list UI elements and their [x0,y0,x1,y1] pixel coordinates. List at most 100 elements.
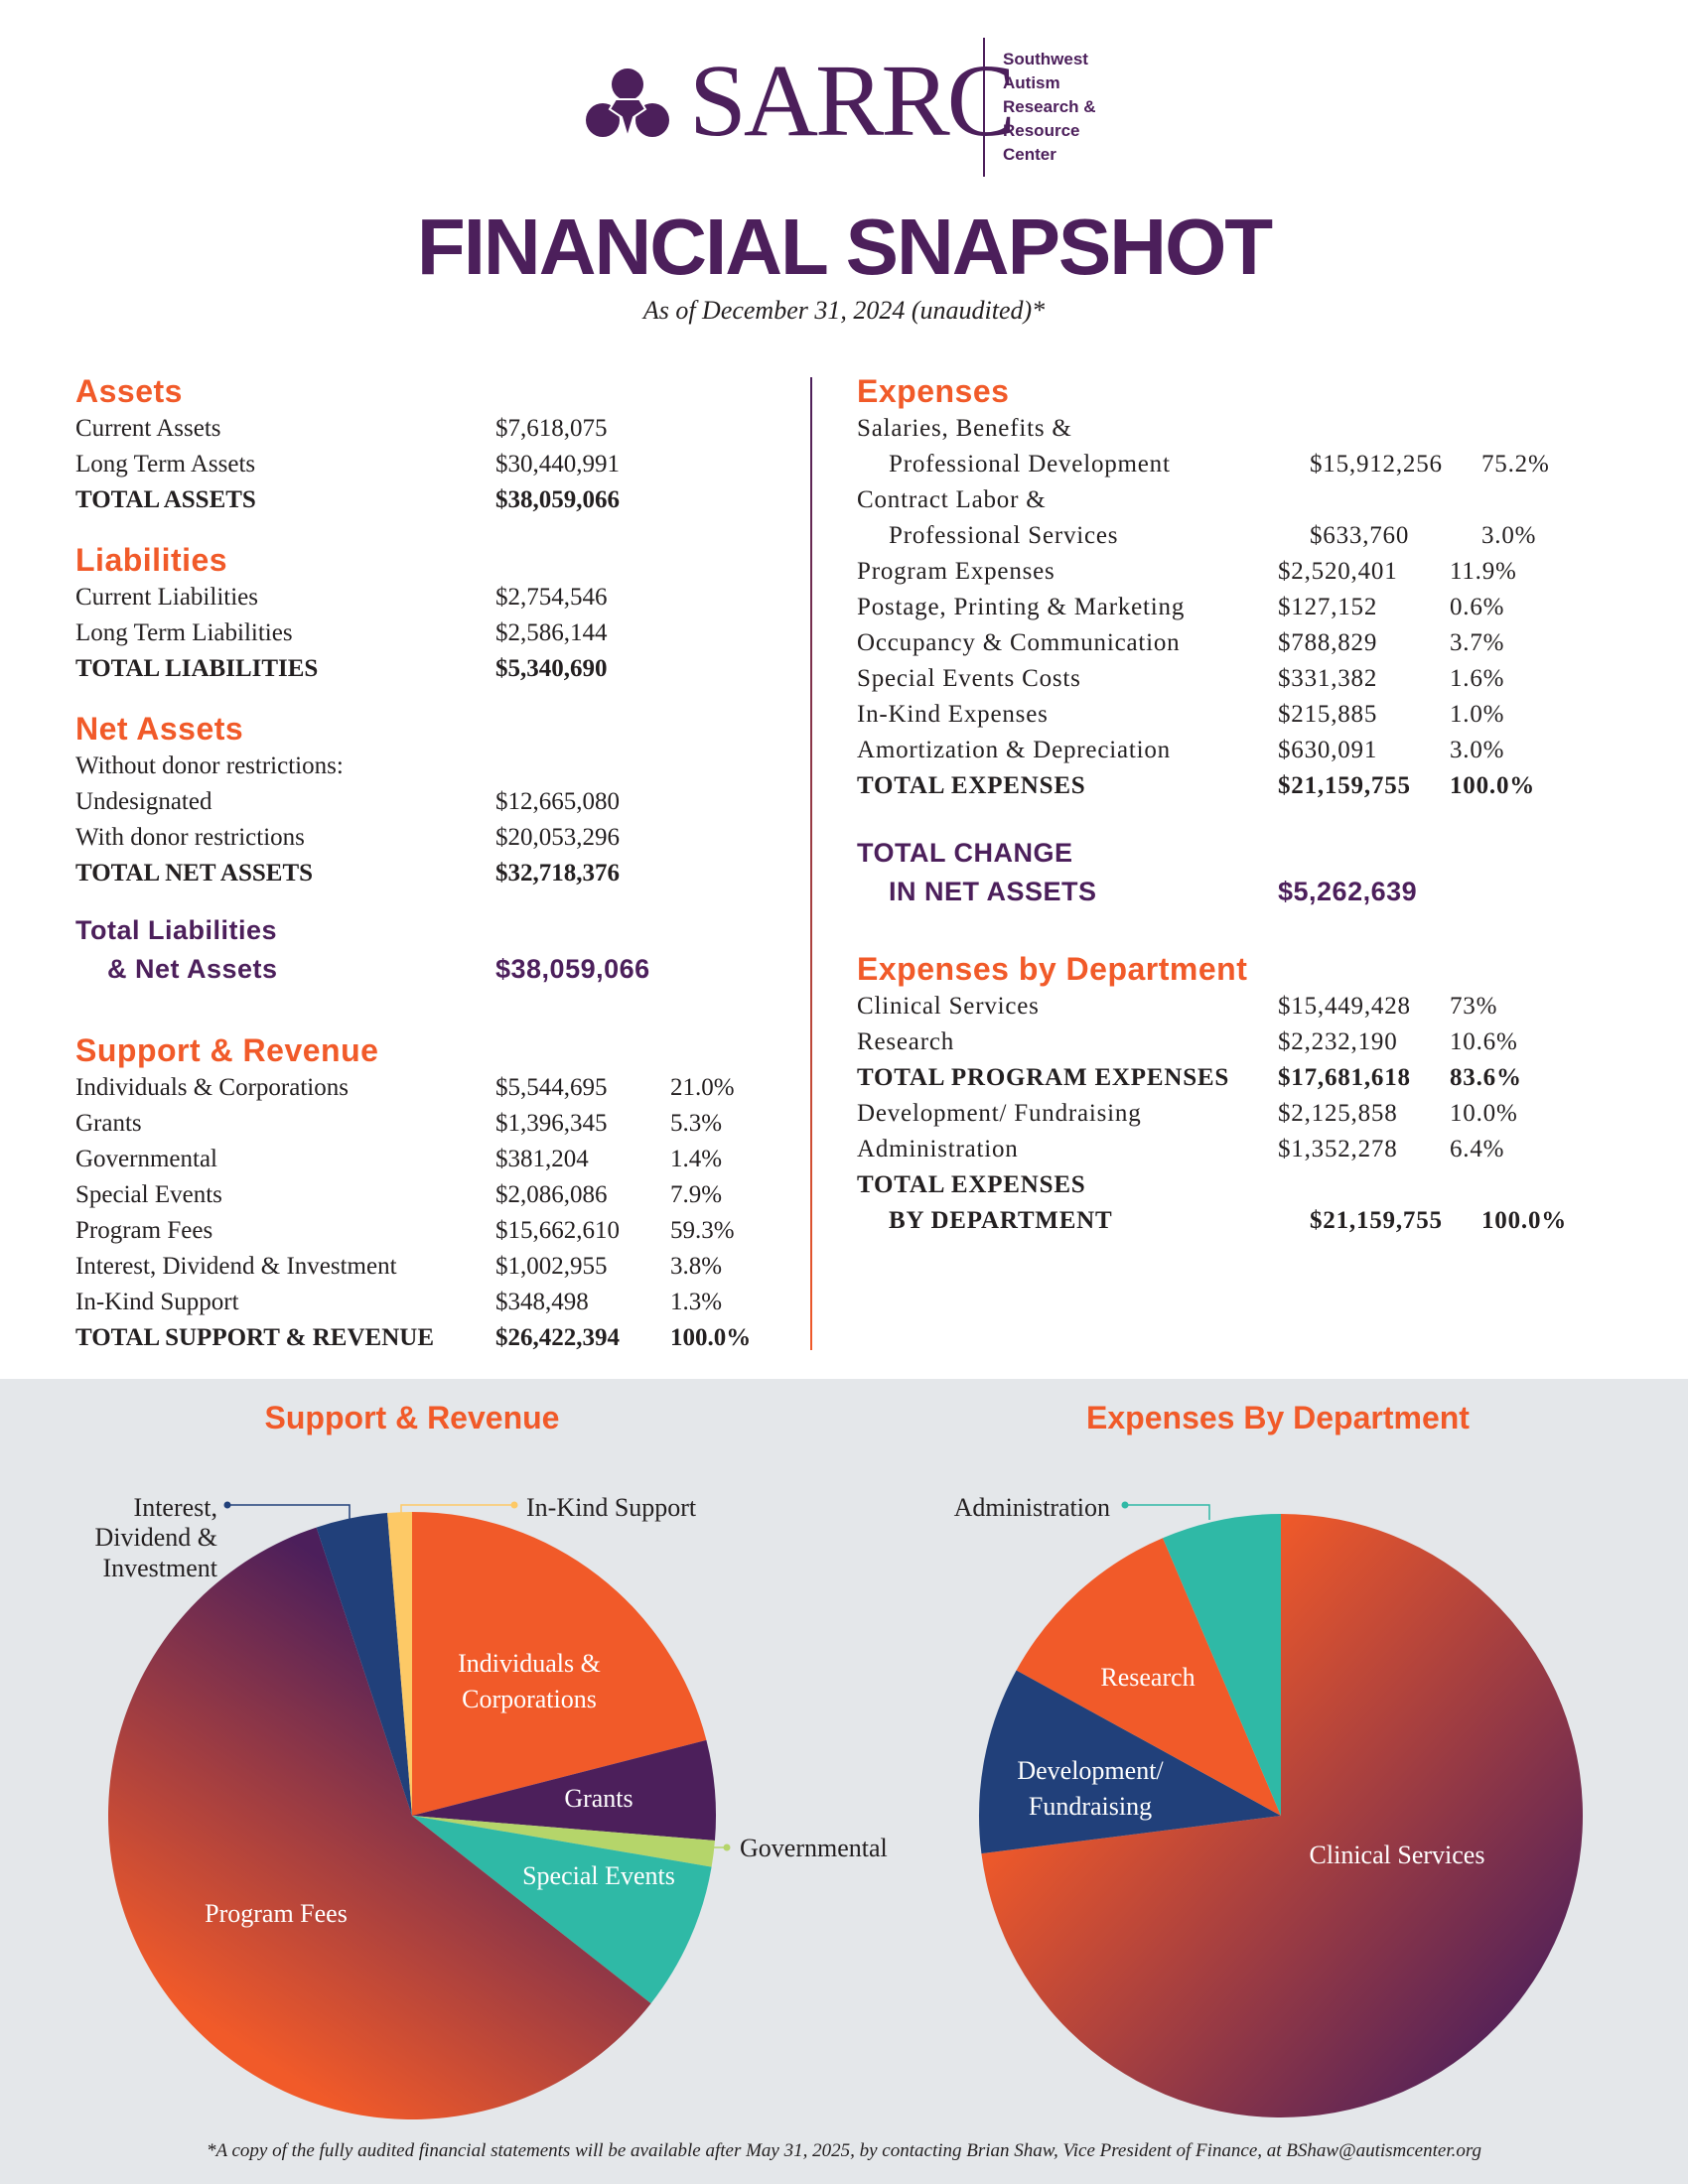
row-value: $7,618,075 [495,415,608,442]
row-label: In-Kind Expenses [857,701,1049,728]
column-divider [810,377,812,1350]
sarrc-logo-icon [586,68,669,141]
label-development-1: Development/ [1017,1756,1164,1785]
row-value: $38,059,066 [495,486,620,513]
label-administration: Administration [954,1493,1110,1522]
table-row: Without donor restrictions: [75,749,790,784]
row-percent: 100.0% [1450,772,1536,799]
table-row: Administration $1,352,278 6.4% [857,1132,1612,1167]
total-liabilities-value: $38,059,066 [495,954,650,984]
row-percent: 59.3% [670,1217,735,1244]
leader-dot-inkind [510,1501,518,1509]
table-row: TOTAL SUPPORT & REVENUE $26,422,394 100.0% [75,1320,790,1356]
row-label: Contract Labor & [857,486,1047,513]
row-label: Postage, Printing & Marketing [857,594,1186,620]
table-row: Current Assets $7,618,075 [75,411,790,447]
pie-slice-research [1016,1538,1281,1816]
row-label: Undesignated [75,788,212,815]
section-heading: Assets [75,373,183,409]
total-liabilities-row: & Net Assets $38,059,066 [75,950,790,989]
row-value: $633,760 [1310,522,1410,549]
row-label: Interest, Dividend & Investment [75,1253,397,1280]
pie-slice-special-events [412,1816,712,2004]
row-label: Administration [857,1136,1019,1162]
pie-slice-grants [412,1739,716,1841]
row-label: Current Assets [75,415,221,442]
row-label: Long Term Liabilities [75,619,293,646]
row-value: $2,520,401 [1278,558,1398,585]
pie-slice-individuals-corporations [412,1512,707,1816]
row-percent: 3.7% [1450,629,1505,656]
row-label: TOTAL NET ASSETS [75,860,314,887]
section-liabilities: Liabilities Current Liabilities $2,754,546… [75,540,790,687]
row-label: TOTAL LIABILITIES [75,655,319,682]
row-label: Governmental [75,1146,218,1172]
row-percent: 100.0% [670,1324,752,1351]
table-row: TOTAL LIABILITIES $5,340,690 [75,651,790,687]
section-assets: Assets Current Assets $7,618,075 Long Term … [75,371,790,518]
label-development-2: Fundraising [1029,1792,1152,1821]
row-percent: 0.6% [1450,594,1505,620]
row-label: Salaries, Benefits & [857,415,1072,442]
total-liabilities-label: Total Liabilities [75,915,278,945]
row-value: $2,232,190 [1278,1028,1398,1055]
row-value: $630,091 [1278,737,1378,763]
row-label: Occupancy & Communication [857,629,1181,656]
table-row: Development/ Fundraising $2,125,858 10.0% [857,1096,1612,1132]
table-row: TOTAL EXPENSES [857,1167,1612,1203]
row-percent: 3.0% [1481,522,1537,549]
row-value: $2,125,858 [1278,1100,1398,1127]
total-change-row: IN NET ASSETS $5,262,639 [857,873,1612,911]
leader-admin [1125,1504,1210,1520]
row-label: With donor restrictions [75,824,305,851]
row-value: $788,829 [1278,629,1378,656]
table-row: Interest, Dividend & Investment $1,002,95… [75,1249,790,1285]
row-value: $2,086,086 [495,1181,608,1208]
logo-wordmark: SARRC [689,44,1016,158]
logo-subtext-line: Center [1003,145,1056,164]
row-label: Development/ Fundraising [857,1100,1142,1127]
row-percent: 6.4% [1450,1136,1505,1162]
row-percent: 7.9% [670,1181,723,1208]
chart-title-expenses-department: Expenses By Department [1086,1400,1470,1435]
label-individuals-2: Corporations [462,1685,597,1713]
section-net-assets: Net Assets Without donor restrictions: Und… [75,709,790,891]
row-percent: 1.6% [1450,665,1505,692]
row-label: Clinical Services [857,993,1040,1020]
pie-slice-in-kind-support [387,1512,412,1816]
pie-slice-program-fees [108,1527,651,2119]
row-label: TOTAL EXPENSES [857,772,1086,799]
row-label: Current Liabilities [75,584,258,611]
row-percent: 11.9% [1450,558,1517,585]
total-change-label: TOTAL CHANGE [857,838,1073,868]
row-label: Program Fees [75,1217,213,1244]
row-label: Long Term Assets [75,451,256,478]
logo-subtext-line: Research & [1003,97,1096,116]
row-value: $30,440,991 [495,451,620,478]
table-row: Occupancy & Communication $788,829 3.7% [857,625,1612,661]
section-heading: Expenses [857,373,1010,409]
logo-divider [983,38,985,177]
footer-note: *A copy of the fully audited financial s… [206,2140,1482,2161]
table-row: Program Expenses $2,520,401 11.9% [857,554,1612,590]
row-percent: 3.8% [670,1253,723,1280]
label-special-events: Special Events [522,1861,675,1890]
leader-dot-admin [1121,1501,1129,1509]
row-percent: 5.3% [670,1110,723,1137]
logo-subtext-line: Resource [1003,121,1080,140]
label-research: Research [1100,1663,1195,1692]
leader-dot-governmental [723,1843,731,1851]
row-percent: 100.0% [1481,1207,1568,1234]
row-label: TOTAL PROGRAM EXPENSES [857,1064,1230,1091]
row-percent: 83.6% [1450,1064,1522,1091]
label-individuals-1: Individuals & [458,1649,601,1678]
total-liabilities-net-assets: Total Liabilities & Net Assets $38,059,0… [75,911,790,989]
leader-inkind [400,1504,514,1521]
row-percent: 3.0% [1450,737,1505,763]
section-heading: Expenses by Department [857,951,1248,987]
label-inkind: In-Kind Support [526,1493,697,1522]
row-percent: 21.0% [670,1074,735,1101]
table-row: Long Term Assets $30,440,991 [75,447,790,482]
page-subtitle: As of December 31, 2024 (unaudited)* [642,296,1046,325]
table-row: Special Events Costs $331,382 1.6% [857,661,1612,697]
